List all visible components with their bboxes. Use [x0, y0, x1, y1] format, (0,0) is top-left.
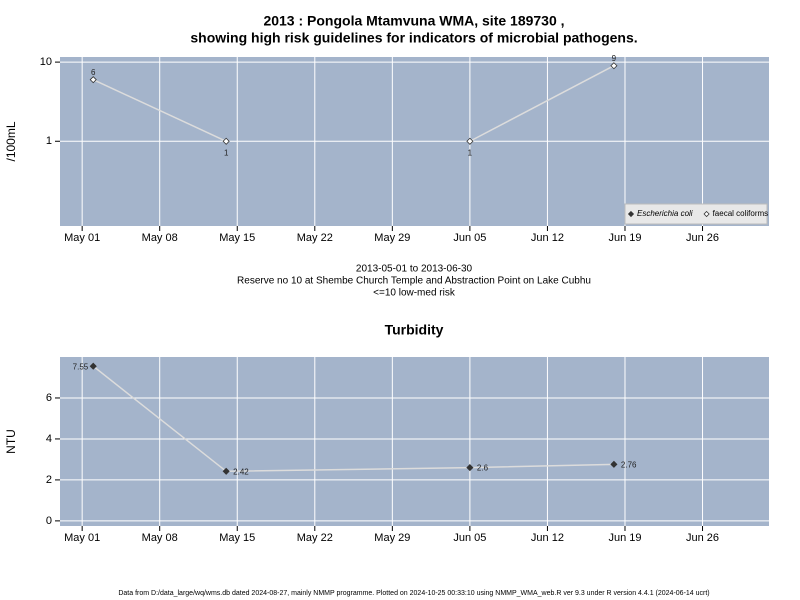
data-label: 2.6	[477, 464, 489, 473]
x-tick-label: Jun 19	[608, 232, 641, 244]
chart-title: showing high risk guidelines for indicat…	[190, 30, 637, 46]
annotation: <=10 low-med risk	[373, 288, 456, 299]
plot-area	[60, 357, 769, 526]
y-tick-label: 6	[46, 392, 52, 404]
y-tick-label: 0	[46, 515, 52, 527]
x-tick-label: Jun 19	[608, 532, 641, 544]
y-tick-label: 1	[46, 135, 52, 147]
legend-label: faecal coliforms	[713, 209, 769, 218]
data-label: 2.42	[233, 467, 249, 476]
legend-marker	[703, 210, 710, 218]
data-label: 9	[612, 54, 617, 63]
x-tick-label: Jun 05	[453, 532, 486, 544]
annotation: Reserve no 10 at Shembe Church Temple an…	[237, 276, 591, 287]
data-point	[610, 460, 618, 468]
data-point	[89, 76, 97, 84]
annotation: 2013-05-01 to 2013-06-30	[356, 264, 473, 275]
x-tick-label: May 08	[142, 532, 178, 544]
y-tick-label: 2	[46, 474, 52, 486]
data-point	[466, 464, 474, 472]
x-tick-label: May 29	[374, 532, 410, 544]
x-tick-label: May 22	[297, 232, 333, 244]
x-tick-label: May 01	[64, 232, 100, 244]
data-label: 6	[91, 68, 96, 77]
series-line	[92, 365, 614, 473]
x-tick-label: May 01	[64, 532, 100, 544]
x-tick-label: Jun 05	[453, 232, 486, 244]
data-point	[222, 137, 230, 145]
data-point	[466, 137, 474, 145]
data-point	[610, 62, 618, 70]
x-tick-label: May 15	[219, 532, 255, 544]
x-tick-label: May 08	[142, 232, 178, 244]
x-tick-label: Jun 12	[531, 532, 564, 544]
y-axis-label: /100mL	[4, 121, 18, 161]
data-point	[222, 467, 230, 475]
x-tick-label: Jun 26	[686, 232, 719, 244]
data-label: 7.55	[73, 362, 89, 371]
data-label: 2.76	[621, 460, 637, 469]
footer: Data from D:/data_large/wq/wms.db dated …	[118, 590, 709, 597]
legend-box	[624, 203, 768, 225]
x-tick-label: Jun 12	[531, 232, 564, 244]
y-tick-label: 4	[46, 433, 52, 445]
x-tick-label: May 22	[297, 532, 333, 544]
chart-title: Turbidity	[385, 322, 444, 338]
legend-marker	[627, 210, 635, 218]
data-label: 1	[468, 148, 473, 157]
x-tick-label: May 15	[219, 232, 255, 244]
y-axis-label: NTU	[4, 429, 18, 454]
x-tick-label: Jun 26	[686, 532, 719, 544]
legend-label: Escherichia coli	[637, 209, 693, 218]
y-tick-label: 10	[40, 56, 52, 68]
chart-title: 2013 : Pongola Mtamvuna WMA, site 189730…	[263, 13, 564, 29]
x-tick-label: May 29	[374, 232, 410, 244]
data-point	[89, 362, 97, 370]
data-label: 1	[224, 148, 229, 157]
series-line	[92, 65, 615, 142]
